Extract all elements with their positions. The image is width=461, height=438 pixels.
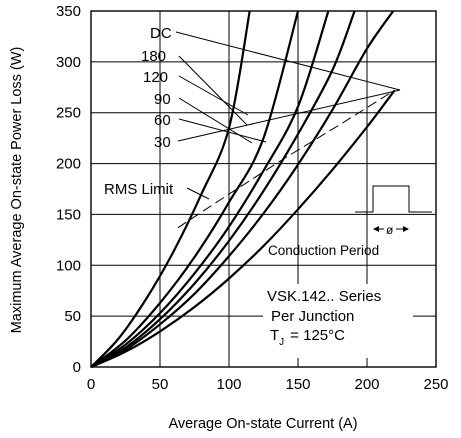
leader-line-180 [178,55,248,126]
conduction-waveform [355,185,432,213]
leader-lines [175,31,401,144]
x-tick-label: 0 [87,376,95,393]
curve-label-30: 30 [154,134,171,151]
y-tick-labels: 0 50 100 150 200 250 300 350 [56,3,81,376]
y-tick-label: 200 [56,156,81,173]
y-tick-label: 300 [56,54,81,71]
junction-annotation: Per Junction [271,308,354,325]
rms-limit-line [177,89,395,229]
y-tick-label: 250 [56,105,81,122]
x-tick-label: 50 [152,376,169,393]
rms-limit-label: RMS Limit [104,181,174,198]
curve-DC [90,10,251,368]
curve-90 [90,10,356,368]
curve-label-60: 60 [154,112,171,129]
conduction-period-label: Conduction Period [268,243,379,258]
x-tick-labels: 0 50 100 150 200 250 [87,376,449,393]
leader-line-30 [177,89,401,142]
leader-line-90 [178,97,253,144]
x-axis-label: Average On-state Current (A) [168,416,357,432]
y-tick-label: 350 [56,3,81,20]
conduction-period-inset: ø Conduction Period [268,185,432,258]
conduction-angle-symbol: ø [386,223,394,237]
curve-30 [90,89,396,369]
x-tick-label: 150 [285,376,310,393]
leader-line-DC [175,31,401,91]
y-tick-label: 50 [64,308,81,325]
y-tick-label: 0 [73,359,81,376]
series-annotation: VSK.142.. Series [267,288,381,305]
temperature-annotation: TJ = 125°C [270,327,345,348]
curve-label-180: 180 [141,48,166,65]
plot-frame [90,10,437,368]
y-tick-label: 150 [56,206,81,223]
arrow-left-head [373,226,379,232]
y-axis-label: Maximum Average On-state Power Loss (W) [9,47,25,334]
x-tick-label: 100 [216,376,241,393]
curve-label-DC: DC [150,25,172,42]
rms-limit-leader [186,187,210,200]
x-tick-label: 200 [354,376,379,393]
curve-120 [90,10,330,368]
curve-label-90: 90 [154,91,171,108]
arrow-right-head [403,226,409,232]
curve-label-120: 120 [143,69,168,86]
x-tick-label: 250 [423,376,448,393]
curve-180 [90,10,300,368]
y-tick-label: 100 [56,257,81,274]
curve-labels: DC 180 120 90 60 30 [141,25,172,151]
leader-line-120 [178,75,249,116]
